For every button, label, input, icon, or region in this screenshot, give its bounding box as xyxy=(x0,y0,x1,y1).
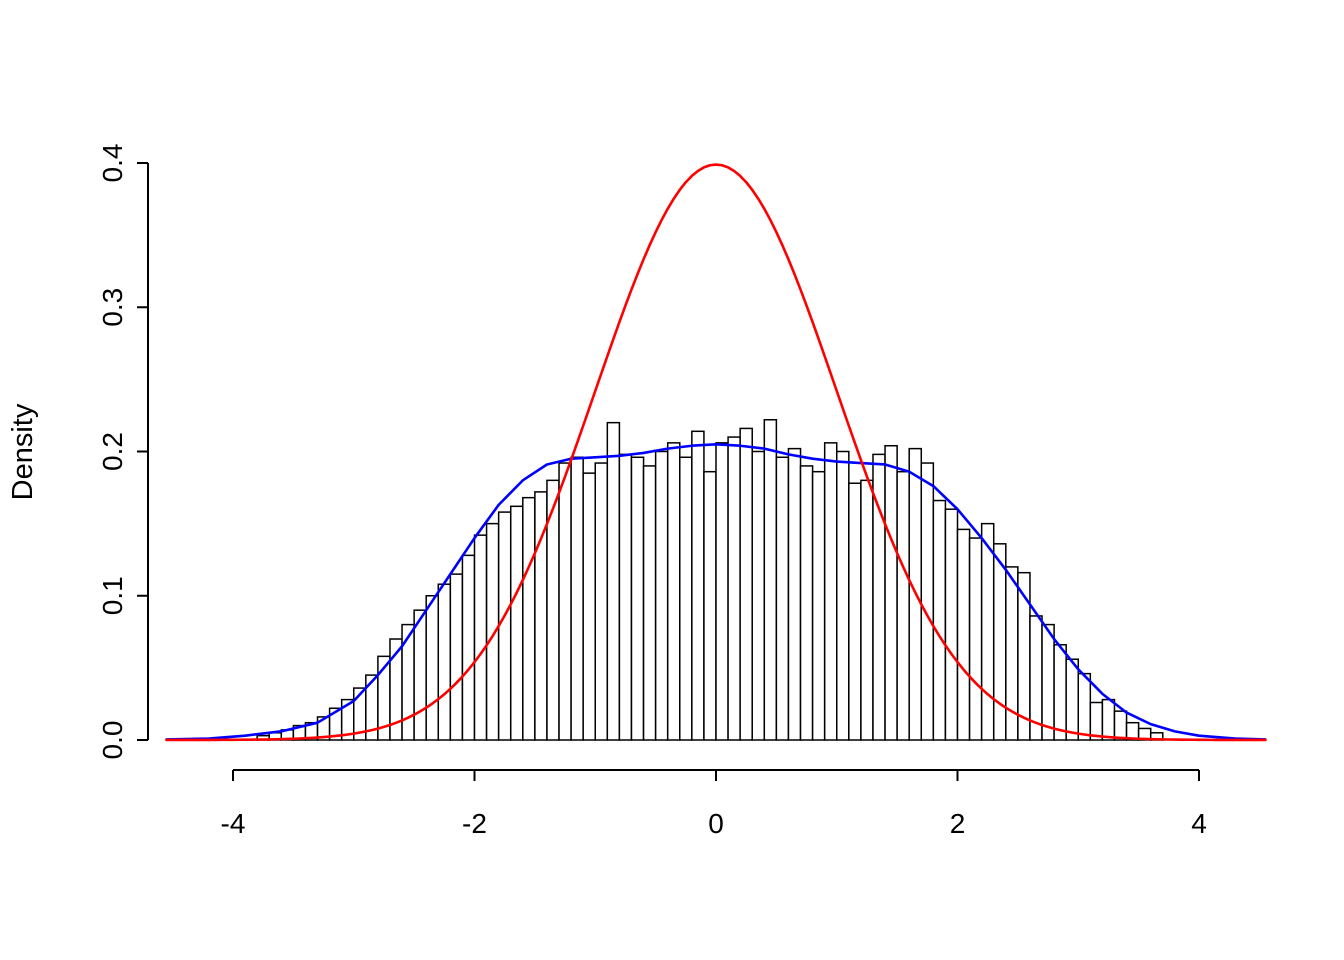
histogram-bar xyxy=(654,450,669,741)
histogram-bar xyxy=(775,456,790,741)
y-axis-tick-label: 0.4 xyxy=(97,144,128,183)
histogram-bar xyxy=(473,534,488,741)
histogram-bar xyxy=(980,522,995,741)
histogram-bar xyxy=(642,465,657,741)
x-axis-tick-label: -4 xyxy=(221,808,246,839)
histogram-bar xyxy=(1041,623,1055,741)
histogram-bar xyxy=(582,472,596,741)
histogram-bar xyxy=(763,419,778,741)
histogram-bar xyxy=(485,522,500,741)
y-axis-title: Density xyxy=(7,403,39,500)
histogram-bar xyxy=(860,479,874,741)
x-axis-tick-label: 2 xyxy=(950,808,966,839)
histogram-bar xyxy=(944,508,959,741)
x-axis-tick-label: 0 xyxy=(708,808,724,839)
histogram-bar xyxy=(606,421,621,741)
histogram-bar xyxy=(932,499,947,741)
kde-curve xyxy=(165,442,1267,741)
histogram-bar xyxy=(1077,672,1092,741)
y-axis-tick-label: 0.1 xyxy=(97,576,128,615)
histogram-bar xyxy=(823,442,838,741)
histogram-bar xyxy=(522,496,536,741)
histogram-bar xyxy=(1101,698,1116,741)
histogram-bar xyxy=(848,482,862,741)
histogram-bar xyxy=(920,462,935,741)
histogram-bar xyxy=(666,442,681,741)
histogram-bar xyxy=(836,450,850,741)
histogram-bar xyxy=(570,456,584,741)
histogram-bar xyxy=(751,450,766,741)
histogram-bar xyxy=(703,470,717,741)
histogram-bar xyxy=(679,456,693,741)
histogram-bar xyxy=(727,436,741,741)
normal-curve xyxy=(165,163,1267,742)
histogram-bar xyxy=(618,453,633,741)
histogram-bar xyxy=(811,470,826,741)
histogram-bar xyxy=(1053,644,1067,741)
histogram-bar xyxy=(799,465,814,741)
histogram-bar xyxy=(992,543,1007,741)
histogram-bars-group xyxy=(256,419,1164,741)
histogram-bar xyxy=(884,444,898,741)
histogram-bar xyxy=(968,537,983,741)
histogram-bar xyxy=(956,528,971,741)
histogram-bar xyxy=(1113,710,1128,741)
histogram-bar xyxy=(739,427,753,741)
y-axis-tick-label: 0.3 xyxy=(97,288,128,327)
histogram-bar xyxy=(509,505,524,741)
histogram-bar xyxy=(787,447,802,741)
histogram-bar xyxy=(413,609,427,741)
y-axis-tick-label: 0.2 xyxy=(97,432,128,471)
histogram-bar xyxy=(896,470,910,741)
density-curves-group xyxy=(165,163,1267,742)
histogram-bar xyxy=(437,583,452,741)
histogram-bar xyxy=(497,511,512,741)
histogram-bar xyxy=(449,573,464,741)
histogram-bar xyxy=(1065,658,1080,741)
histogram-bar xyxy=(425,595,440,741)
histogram-bar xyxy=(461,554,476,741)
x-axis-tick-label: 4 xyxy=(1191,808,1207,839)
histogram-bar xyxy=(715,442,729,741)
histogram-bar xyxy=(691,430,705,741)
x-axis-tick-label: -2 xyxy=(462,808,487,839)
y-axis-tick-label: 0.0 xyxy=(97,721,128,760)
histogram-bar xyxy=(594,462,609,741)
axes-group: 0.0 0.1 0.2 0.3 0.4 -4 -2 0 2 4 xyxy=(97,144,1207,839)
histogram-bar xyxy=(630,456,645,741)
histogram-bar xyxy=(558,462,572,741)
